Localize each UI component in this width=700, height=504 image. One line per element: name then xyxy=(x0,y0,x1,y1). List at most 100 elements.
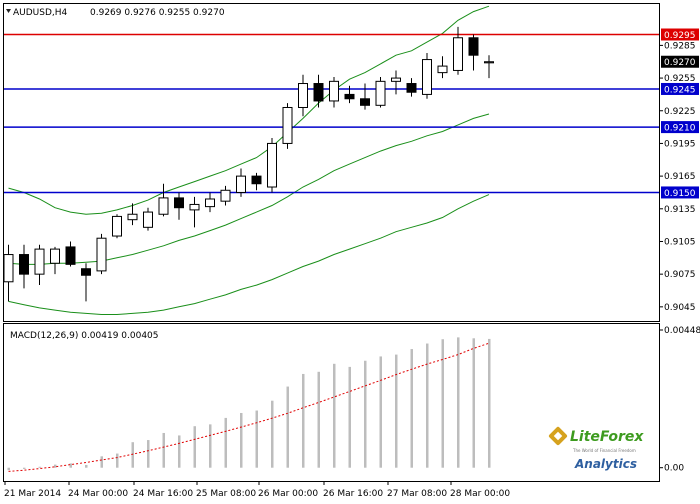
price-tick-0.9075: 0.9075 xyxy=(664,270,696,280)
candle-body-22 xyxy=(344,93,355,100)
macd-bar-21 xyxy=(333,363,336,468)
x-label-7: 28 Mar 00:00 xyxy=(450,489,510,499)
macd-bar-15 xyxy=(240,412,243,468)
candle-body-24 xyxy=(375,80,386,106)
macd-axis-0.00: 0.00 xyxy=(664,464,684,474)
candle-body-31 xyxy=(484,61,494,64)
candle-body-21 xyxy=(329,80,339,102)
header-ohlc: 0.9269 0.9276 0.9255 0.9270 xyxy=(90,8,225,18)
macd-bar-14 xyxy=(224,417,227,468)
level-label-0.9245: 0.9245 xyxy=(664,85,696,95)
macd-bar-23 xyxy=(364,360,367,468)
price-tick-0.9045: 0.9045 xyxy=(664,303,696,313)
bollinger-lower-line xyxy=(8,194,490,315)
logo-brand: LiteForex xyxy=(570,429,644,445)
macd-bar-27 xyxy=(426,343,429,468)
macd-bar-20 xyxy=(317,371,320,468)
level-label-bg-0.9245 xyxy=(661,82,699,95)
macd-bar-4 xyxy=(69,463,72,468)
price-tick-0.9285: 0.9285 xyxy=(664,41,696,51)
bollinger-upper-line xyxy=(8,5,490,215)
candle-body-20 xyxy=(313,83,324,102)
x-label-0: 21 Mar 2014 xyxy=(4,489,61,499)
candle-body-1 xyxy=(19,254,29,275)
candle-body-17 xyxy=(267,142,277,188)
bollinger-middle-line xyxy=(8,113,490,265)
price-tick-0.9255: 0.9255 xyxy=(664,74,696,84)
macd-bar-18 xyxy=(286,386,289,468)
logo-icon-inner xyxy=(553,431,563,441)
candle-body-0 xyxy=(3,254,14,283)
macd-bar-0 xyxy=(7,467,10,471)
macd-bar-3 xyxy=(54,464,57,468)
x-label-4: 26 Mar 00:00 xyxy=(258,489,318,499)
macd-bar-30 xyxy=(472,338,475,468)
candle-body-2 xyxy=(34,248,45,275)
macd-bar-2 xyxy=(38,466,41,468)
macd-bar-1 xyxy=(23,467,26,469)
x-label-1: 24 Mar 00:00 xyxy=(68,489,128,499)
macd-bar-6 xyxy=(100,456,103,468)
header-symbol: AUDUSD,H4 xyxy=(13,8,68,18)
liteforex-logo: LiteForex The World of Financial Freedom… xyxy=(548,426,644,471)
macd-bar-7 xyxy=(116,453,119,468)
candle-body-13 xyxy=(205,198,215,208)
x-label-2: 24 Mar 16:00 xyxy=(133,489,193,499)
header-triangle-icon xyxy=(6,9,11,13)
candle-body-28 xyxy=(437,65,448,74)
x-label-6: 27 Mar 08:00 xyxy=(387,489,447,499)
macd-bar-12 xyxy=(193,426,196,468)
candle-body-16 xyxy=(251,175,262,185)
price-tick-0.9165: 0.9165 xyxy=(664,172,696,182)
macd-bar-10 xyxy=(162,432,165,468)
level-label-0.9150: 0.9150 xyxy=(664,189,696,199)
price-tick-0.9195: 0.9195 xyxy=(664,139,696,149)
macd-bar-24 xyxy=(379,356,382,468)
candle-body-18 xyxy=(282,106,293,144)
price-tick-0.9135: 0.9135 xyxy=(664,205,696,215)
macd-axis-0.00448: 0.00448 xyxy=(664,326,700,336)
candle-body-8 xyxy=(127,213,138,221)
x-label-3: 25 Mar 08:00 xyxy=(196,489,256,499)
macd-bar-28 xyxy=(441,339,444,468)
candle-body-26 xyxy=(406,83,417,93)
macd-bar-17 xyxy=(271,400,274,468)
candle-body-27 xyxy=(422,59,432,95)
candle-body-12 xyxy=(189,203,200,211)
macd-bar-29 xyxy=(457,337,460,468)
macd-panel-frame xyxy=(3,323,660,482)
macd-bar-19 xyxy=(302,373,305,468)
candle-body-25 xyxy=(391,77,401,82)
x-label-5: 26 Mar 16:00 xyxy=(323,489,383,499)
candle-body-29 xyxy=(453,37,463,71)
current-price-bg xyxy=(661,55,699,68)
candle-body-3 xyxy=(50,248,60,264)
candle-body-10 xyxy=(158,197,169,215)
macd-bar-31 xyxy=(488,338,491,468)
macd-bar-22 xyxy=(348,366,351,468)
macd-bar-25 xyxy=(395,354,398,468)
macd-bar-26 xyxy=(410,349,413,468)
macd-label: MACD(12,26,9) 0.00419 0.00405 xyxy=(10,331,159,341)
current-price-label: 0.9270 xyxy=(664,58,696,68)
candle-body-23 xyxy=(360,98,370,106)
level-label-0.9295: 0.9295 xyxy=(664,31,696,41)
level-label-bg-0.9295 xyxy=(661,28,699,41)
price-tick-0.9225: 0.9225 xyxy=(664,107,696,117)
candle-body-30 xyxy=(468,37,479,56)
candle-body-6 xyxy=(96,237,107,272)
candle-body-9 xyxy=(143,211,153,228)
logo-tagline: The World of Financial Freedom xyxy=(572,448,636,453)
level-label-bg-0.9150 xyxy=(661,186,699,199)
candle-body-14 xyxy=(220,189,231,202)
main-panel-frame xyxy=(3,3,660,322)
candle-body-11 xyxy=(174,197,184,209)
macd-bar-16 xyxy=(255,410,258,468)
macd-signal-line xyxy=(8,342,490,472)
candle-body-15 xyxy=(236,175,246,193)
macd-bar-11 xyxy=(178,435,181,468)
candle-body-4 xyxy=(65,246,76,265)
level-label-0.9210: 0.9210 xyxy=(664,124,696,134)
